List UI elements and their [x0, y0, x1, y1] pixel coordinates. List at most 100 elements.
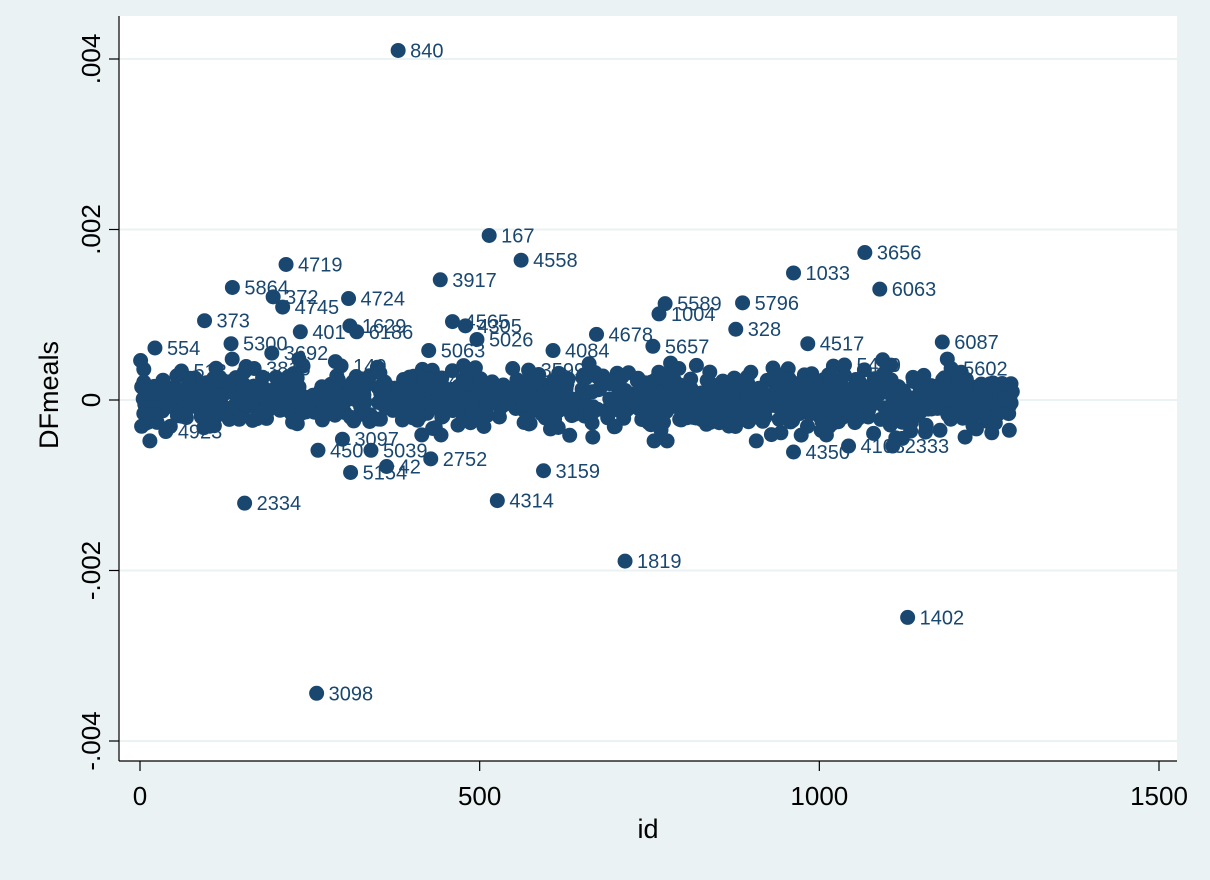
data-point-43 [379, 458, 395, 474]
data-point-label-22: 4678 [609, 324, 654, 346]
cluster-point [220, 374, 236, 390]
cluster-point [343, 409, 358, 425]
cluster-point [324, 380, 340, 396]
y-tick-label-2: 0 [76, 393, 106, 407]
cluster-point [249, 411, 265, 427]
cluster-point [987, 415, 1003, 431]
cluster-point [854, 397, 870, 413]
cluster-point [617, 383, 633, 398]
cluster-point [356, 387, 372, 403]
data-point-3 [513, 252, 529, 268]
cluster-point [814, 414, 830, 430]
cluster-point [224, 351, 240, 367]
cluster-point [341, 385, 357, 401]
cluster-point [268, 369, 284, 385]
data-point-label-39: 4923 [178, 422, 223, 444]
cluster-point [366, 411, 382, 427]
cluster-point [585, 429, 601, 445]
data-point-50 [237, 495, 253, 511]
data-point-1 [481, 227, 497, 243]
data-point-label-47: 2333 [905, 436, 950, 458]
data-point-label-19: 328 [748, 319, 781, 341]
data-point-53 [900, 609, 916, 625]
cluster-point [968, 421, 984, 437]
cluster-point [501, 392, 517, 408]
data-point-35 [246, 360, 262, 376]
cluster-point [414, 427, 430, 443]
data-point-31 [264, 345, 280, 361]
cluster-point [800, 418, 815, 434]
data-point-label-32: 5602 [963, 358, 1008, 380]
cluster-point [134, 418, 150, 434]
cluster-point [416, 371, 432, 386]
cluster-point [794, 373, 810, 389]
data-point-22 [589, 326, 605, 342]
data-point-label-33: 5409 [856, 355, 901, 377]
cluster-point [136, 406, 152, 421]
data-point-24 [934, 334, 950, 350]
cluster-point [958, 376, 973, 392]
data-point-41 [310, 442, 326, 458]
data-point-label-1: 167 [501, 225, 534, 247]
cluster-point [724, 387, 740, 403]
cluster-point [957, 429, 973, 445]
cluster-point [982, 376, 998, 392]
data-point-5 [786, 265, 802, 281]
cluster-point [283, 388, 299, 404]
cluster-point [427, 420, 443, 436]
cluster-point [882, 417, 898, 433]
point-labels: 840 167 3656 4558 4719 1033 3917 5864 6063 372 472… [167, 40, 1008, 705]
cluster-point [556, 375, 572, 391]
cluster-point [522, 416, 538, 431]
data-point-label-52: 1819 [637, 551, 682, 573]
cluster-point [515, 392, 531, 408]
data-point-4 [278, 256, 294, 272]
cluster-point [740, 388, 756, 404]
cluster-point [529, 374, 545, 390]
cluster-point [771, 411, 787, 427]
cluster-point [562, 427, 578, 443]
x-tick-label-3: 1500 [1130, 781, 1188, 811]
data-point-label-42: 5039 [383, 440, 428, 462]
cluster-point [602, 391, 618, 407]
data-point-7 [224, 279, 240, 295]
data-point-label-24: 6087 [954, 332, 999, 354]
cluster-point [759, 372, 775, 388]
cluster-point [918, 417, 934, 433]
data-point-label-50: 2334 [257, 493, 302, 515]
data-point-label-37: 3599 [541, 360, 586, 382]
cluster-point [677, 407, 693, 423]
data-point-39 [158, 424, 174, 440]
cluster-point [547, 411, 563, 427]
data-point-29 [421, 343, 437, 359]
cluster-point [212, 387, 228, 403]
cluster-point [748, 433, 764, 449]
cluster-point [194, 380, 210, 395]
data-point-label-51: 4314 [509, 491, 554, 513]
data-point-10 [341, 291, 357, 307]
cluster-point [133, 353, 149, 368]
cluster-point [688, 357, 704, 373]
data-point-17 [457, 318, 473, 334]
cluster-point [729, 410, 745, 426]
data-point-20 [349, 324, 365, 340]
data-point-label-17: 4305 [477, 316, 521, 338]
y-tick-label-1: -.002 [76, 541, 106, 600]
y-tick-label-0: -.004 [76, 711, 106, 770]
data-point-label-11: 5589 [677, 294, 722, 316]
cluster-point [646, 433, 662, 449]
cluster-point [651, 364, 667, 380]
cluster-point [458, 374, 474, 390]
cluster-point [500, 380, 516, 396]
data-point-label-38: 1904 [416, 370, 461, 392]
data-point-label-49: 4350 [806, 442, 851, 464]
cluster-point [820, 378, 836, 394]
cluster-point [214, 406, 229, 422]
y-axis-title: DFmeals [34, 341, 64, 449]
x-tick-label-0: 0 [133, 781, 147, 811]
cluster-point [867, 382, 883, 398]
cluster-point [301, 401, 317, 417]
data-point-label-21: 401 [312, 322, 345, 344]
data-point-19 [728, 321, 744, 337]
data-point-33 [836, 357, 852, 373]
